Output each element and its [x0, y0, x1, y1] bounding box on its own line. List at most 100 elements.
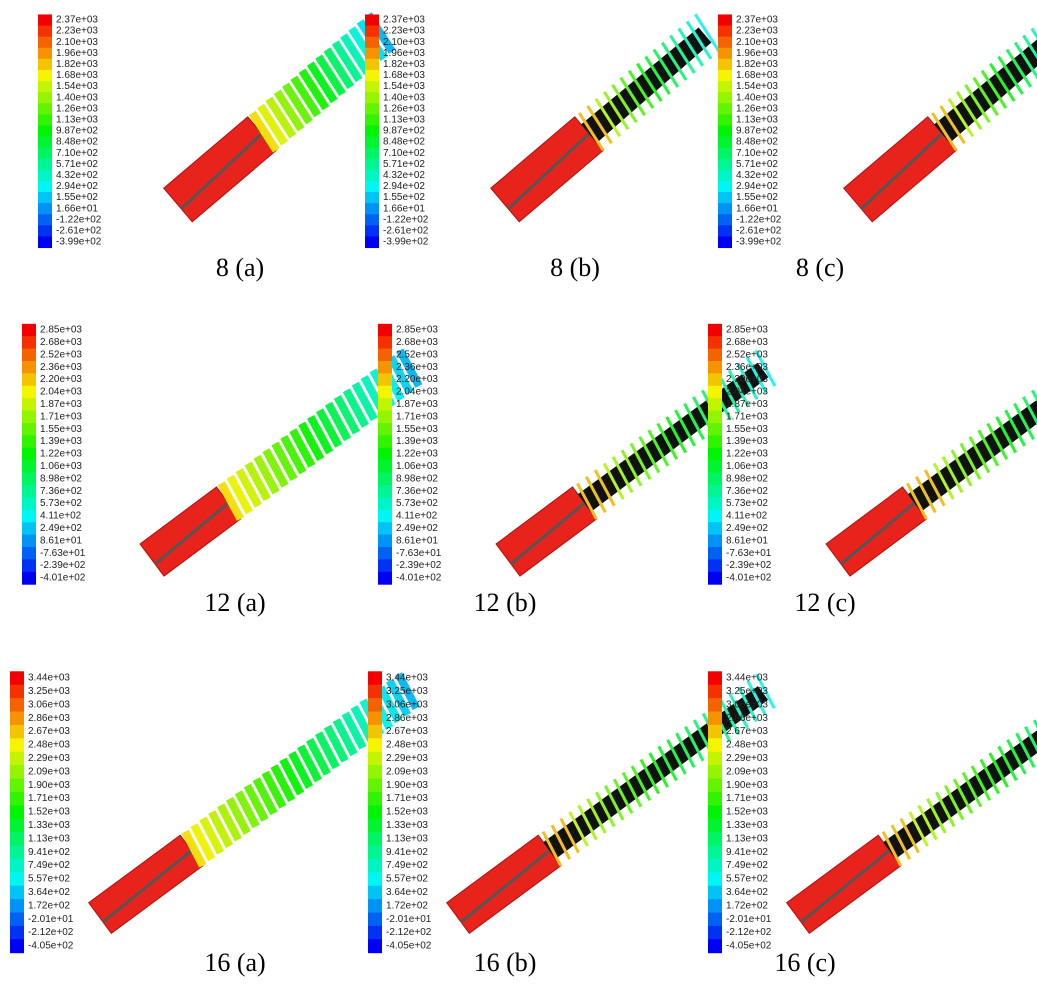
legend-label: 1.82e+03	[383, 59, 425, 70]
colorbar-band	[378, 510, 392, 523]
legend-label: -2.01e+01	[726, 914, 772, 925]
legend-label: 1.87e+03	[40, 399, 82, 410]
colorbar-band	[10, 926, 24, 940]
caption: 8 (c)	[796, 253, 844, 282]
legend-label: 2.48e+03	[726, 740, 768, 751]
colorbar-band	[368, 765, 382, 779]
legend-label: 1.82e+03	[736, 59, 778, 70]
caption: 16 (c)	[774, 948, 835, 977]
colorbar-band	[708, 361, 722, 374]
panel: 2.37e+032.23e+032.10e+031.96e+031.82e+03…	[718, 14, 1037, 282]
legend-label: 1.22e+03	[40, 449, 82, 460]
colorbar-band	[368, 819, 382, 833]
colorbar-band	[378, 448, 392, 461]
caption: 12 (a)	[204, 588, 265, 617]
legend-label: 2.68e+03	[40, 337, 82, 348]
colorbar-band	[22, 497, 36, 510]
legend-label: 2.10e+03	[383, 37, 425, 48]
colorbar-band	[378, 373, 392, 386]
legend-label: 2.20e+03	[396, 374, 438, 385]
colorbar-band	[10, 886, 24, 900]
colorbar-band	[718, 48, 732, 60]
colorbar-band	[708, 671, 722, 685]
colorbar-band	[38, 125, 52, 137]
colorbar-band	[708, 872, 722, 886]
colorbar-band	[365, 92, 379, 104]
colorbar-band	[22, 473, 36, 486]
colorbar-band	[10, 671, 24, 685]
colorbar-band	[22, 349, 36, 362]
colorbar-band	[368, 752, 382, 766]
legend-label: 7.49e+02	[726, 860, 768, 871]
legend-label: 2.36e+03	[726, 362, 768, 373]
colorbar-band	[22, 373, 36, 386]
legend-label: -4.01e+02	[40, 573, 86, 584]
caption: 16 (b)	[474, 948, 537, 977]
colorbar-band	[708, 473, 722, 486]
colorbar-band	[365, 181, 379, 193]
legend-label: 7.36e+02	[396, 486, 438, 497]
legend-label: 8.48e+02	[383, 137, 425, 148]
legend-label: -4.05e+02	[386, 941, 432, 952]
legend-label: 3.44e+03	[28, 673, 70, 684]
legend-label: 1.33e+03	[28, 820, 70, 831]
colorbar-band	[378, 386, 392, 399]
legend-label: 1.22e+03	[396, 449, 438, 460]
legend-label: 9.41e+02	[28, 847, 70, 858]
colorbar-band	[378, 547, 392, 560]
legend-label: 2.67e+03	[726, 726, 768, 737]
legend-label: 9.87e+02	[736, 126, 778, 137]
legend-label: 2.20e+03	[726, 374, 768, 385]
legend-label: -2.01e+01	[28, 914, 74, 925]
legend-label: 1.06e+03	[396, 461, 438, 472]
colorbar-band	[365, 26, 379, 38]
colorbar-band	[10, 792, 24, 806]
legend-label: 4.11e+02	[40, 511, 82, 522]
legend-label: 5.71e+02	[383, 159, 425, 170]
legend-label: -3.99e+02	[383, 237, 429, 248]
colorbar-band	[708, 913, 722, 927]
legend-label: 1.54e+03	[383, 81, 425, 92]
legend-label: 2.10e+03	[736, 37, 778, 48]
colorbar-band	[708, 792, 722, 806]
colorbar-band	[10, 805, 24, 819]
legend-label: 1.71e+03	[40, 411, 82, 422]
legend-label: 8.98e+02	[40, 473, 82, 484]
colorbar-band	[368, 846, 382, 860]
colorbar-band	[10, 712, 24, 726]
colorbar-band	[708, 460, 722, 473]
colorbar-band	[378, 497, 392, 510]
colorbar-band	[708, 398, 722, 411]
colorbar-band	[38, 148, 52, 160]
colorbar-band	[378, 435, 392, 448]
legend-label: 2.04e+03	[40, 387, 82, 398]
legend-label: -7.63e+01	[40, 548, 86, 559]
colorbar-band	[10, 779, 24, 793]
legend-label: -3.99e+02	[736, 237, 782, 248]
colorbar-band	[708, 939, 722, 953]
legend-label: 1.71e+03	[396, 411, 438, 422]
colorbar-band	[368, 779, 382, 793]
colorbar-band	[38, 37, 52, 49]
colorbar-band	[378, 460, 392, 473]
legend-label: 2.52e+03	[726, 349, 768, 360]
legend-label: 2.10e+03	[56, 37, 98, 48]
colorbar-band	[365, 14, 379, 26]
colorbar-band	[365, 103, 379, 115]
caption: 16 (a)	[204, 948, 265, 977]
colorbar-band	[38, 59, 52, 71]
colorbar-band	[718, 236, 732, 248]
colorbar-band	[718, 37, 732, 49]
colorbar-band	[718, 170, 732, 182]
colorbar-band	[718, 214, 732, 226]
colorbar-band	[378, 535, 392, 548]
caption: 8 (b)	[550, 253, 600, 282]
colorbar-band	[368, 899, 382, 913]
colorbar-band	[365, 170, 379, 182]
legend-label: 2.85e+03	[396, 325, 438, 336]
colorbar-band	[38, 92, 52, 104]
legend-label: 1.39e+03	[726, 436, 768, 447]
colorbar-band	[10, 752, 24, 766]
legend-label: 1.13e+03	[386, 833, 428, 844]
colorbar-band	[365, 159, 379, 171]
